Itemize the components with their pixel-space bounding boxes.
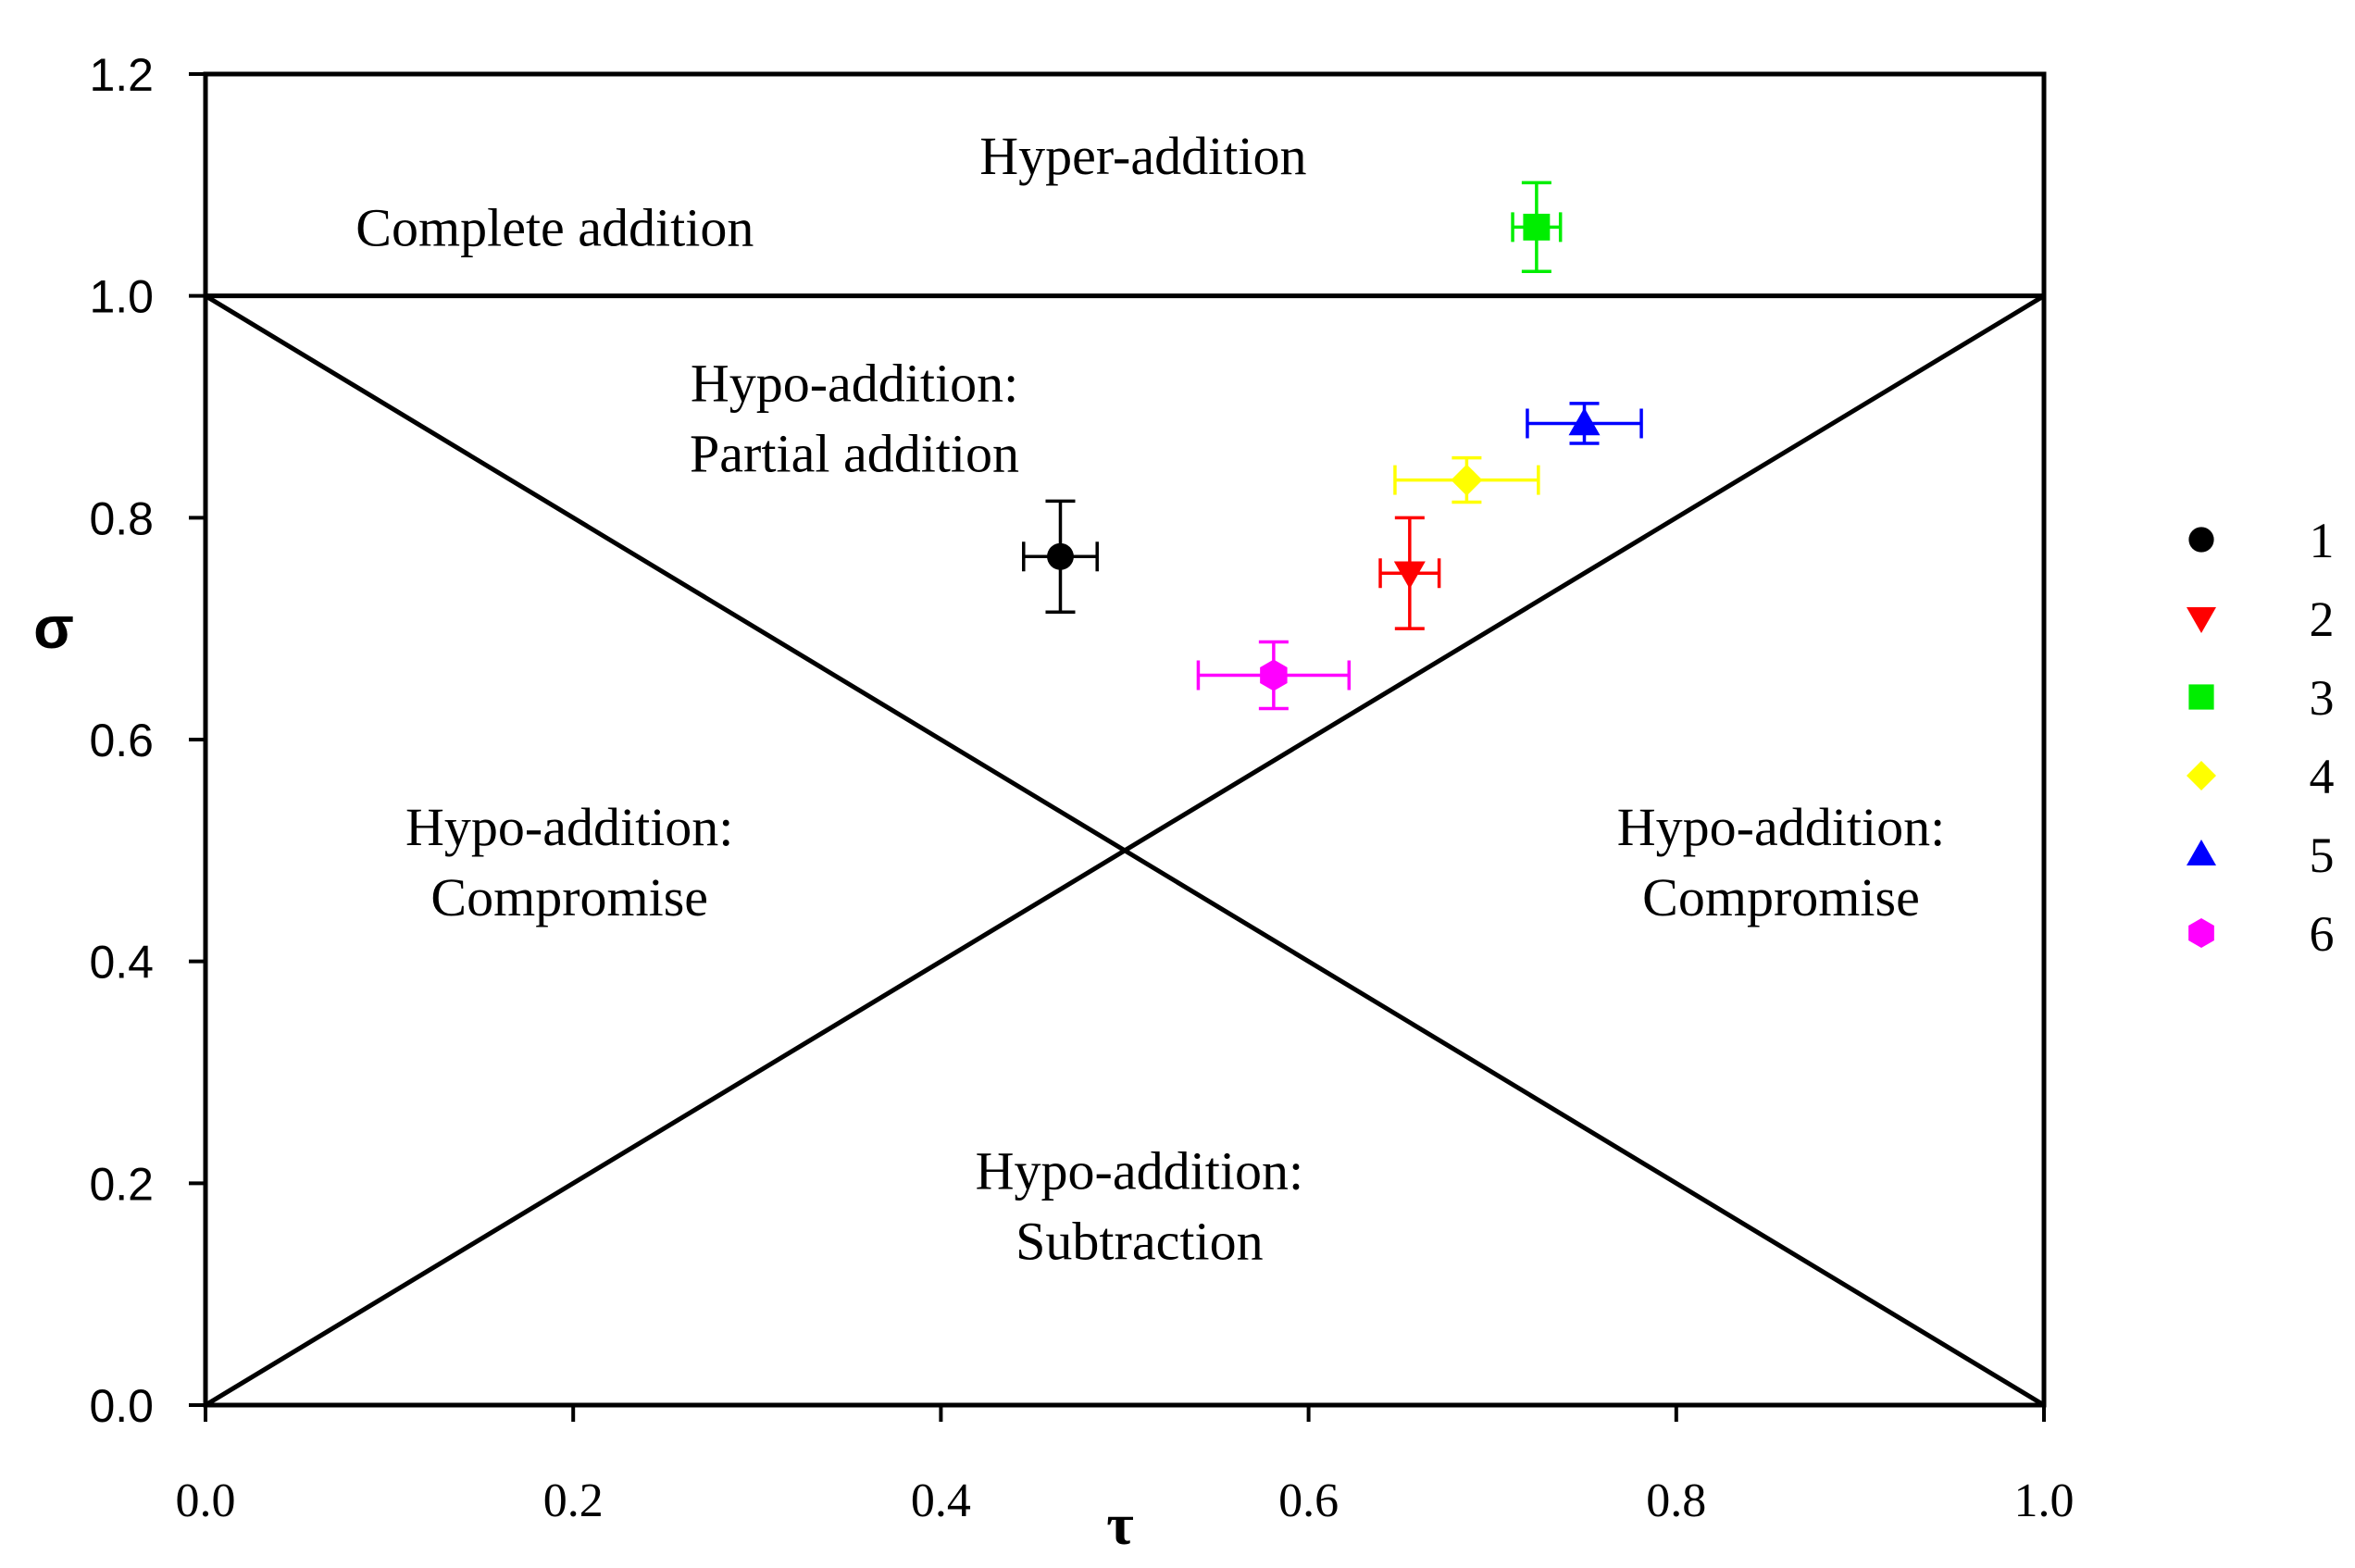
legend-marker-1 xyxy=(2188,527,2214,553)
y-tick-label: 1.2 xyxy=(89,49,154,101)
region-label-line: Hypo-addition: xyxy=(1617,797,1945,857)
x-tick-label: 0.4 xyxy=(911,1475,971,1527)
data-point-series-2 xyxy=(1378,516,1441,630)
x-tick-label: 0.8 xyxy=(1646,1475,1706,1527)
legend-label: 4 xyxy=(2310,749,2335,804)
plot-border xyxy=(203,71,2047,1408)
x-tick-label: 0.2 xyxy=(543,1475,604,1527)
x-tick-label: 0.0 xyxy=(176,1475,236,1527)
legend-marker-5 xyxy=(2187,840,2216,865)
y-tick-label: 0.6 xyxy=(89,715,154,766)
region-label-line: Hypo-addition: xyxy=(691,354,1018,414)
legend-marker-3 xyxy=(2188,684,2214,710)
data-point-marker xyxy=(1523,213,1551,241)
region-label-line: Subtraction xyxy=(1016,1211,1263,1271)
legend-label: 3 xyxy=(2310,670,2335,726)
y-tick-label: 1.0 xyxy=(89,271,154,323)
region-label-line: Hypo-addition: xyxy=(405,797,733,857)
region-label-line: Compromise xyxy=(430,867,708,927)
axis-ticks: 0.0 0.2 0.4 0.6 0.8 1.0 0.0 0.2 0.4 0.6 0.8 1.0 1.2 xyxy=(89,49,2074,1527)
data-point-series-1 xyxy=(1022,499,1099,614)
region-label: Complete addition xyxy=(355,198,754,258)
region-label: Hypo-addition: Subtraction xyxy=(976,1140,1303,1271)
legend-marker-4 xyxy=(2187,761,2216,790)
region-label-line: Partial addition xyxy=(690,424,1019,484)
legend-label: 5 xyxy=(2310,828,2335,883)
x-tick-label: 0.6 xyxy=(1278,1475,1339,1527)
data-point-series-4 xyxy=(1393,455,1540,504)
data-point-series-6 xyxy=(1196,640,1352,711)
plot-frame xyxy=(203,71,2047,1408)
reference-line xyxy=(204,293,2046,1408)
region-label-line: Hyper-addition xyxy=(979,126,1306,186)
legend-label: 1 xyxy=(2310,513,2335,568)
region-labels: Hyper-addition Complete addition Hypo-addi… xyxy=(355,126,1945,1271)
region-label: Hypo-addition: Compromise xyxy=(1617,797,1945,927)
y-tick-label: 0.0 xyxy=(89,1380,154,1432)
data-points xyxy=(1022,180,1643,711)
data-point-series-5 xyxy=(1526,402,1643,445)
data-point-series-3 xyxy=(1511,180,1563,274)
data-point-marker xyxy=(1393,561,1426,590)
data-point-marker xyxy=(1260,659,1288,691)
region-label-line: Hypo-addition: xyxy=(976,1140,1303,1201)
region-label-line: Complete addition xyxy=(355,198,754,258)
legend-marker-2 xyxy=(2187,607,2216,633)
region-label: Hyper-addition xyxy=(979,126,1306,186)
region-label: Hypo-addition: Partial addition xyxy=(690,354,1019,484)
x-tick-label: 1.0 xyxy=(2014,1475,2075,1527)
data-point-marker xyxy=(1047,542,1074,570)
x-axis-label: τ xyxy=(1106,1491,1134,1557)
data-point-marker xyxy=(1568,407,1601,436)
legend-marker-6 xyxy=(2188,918,2214,948)
reference-lines xyxy=(204,293,2046,1408)
region-label-line: Compromise xyxy=(1642,867,1920,927)
y-tick-label: 0.4 xyxy=(89,937,154,989)
y-tick-label: 0.2 xyxy=(89,1158,154,1210)
region-label: Hypo-addition: Compromise xyxy=(405,797,733,927)
y-axis-label: σ xyxy=(33,594,74,661)
y-tick-label: 0.8 xyxy=(89,492,154,544)
legend-label: 6 xyxy=(2310,906,2335,962)
legend: 1 2 3 4 5 6 xyxy=(2187,513,2335,962)
legend-label: 2 xyxy=(2310,591,2335,647)
data-point-marker xyxy=(1451,464,1483,496)
